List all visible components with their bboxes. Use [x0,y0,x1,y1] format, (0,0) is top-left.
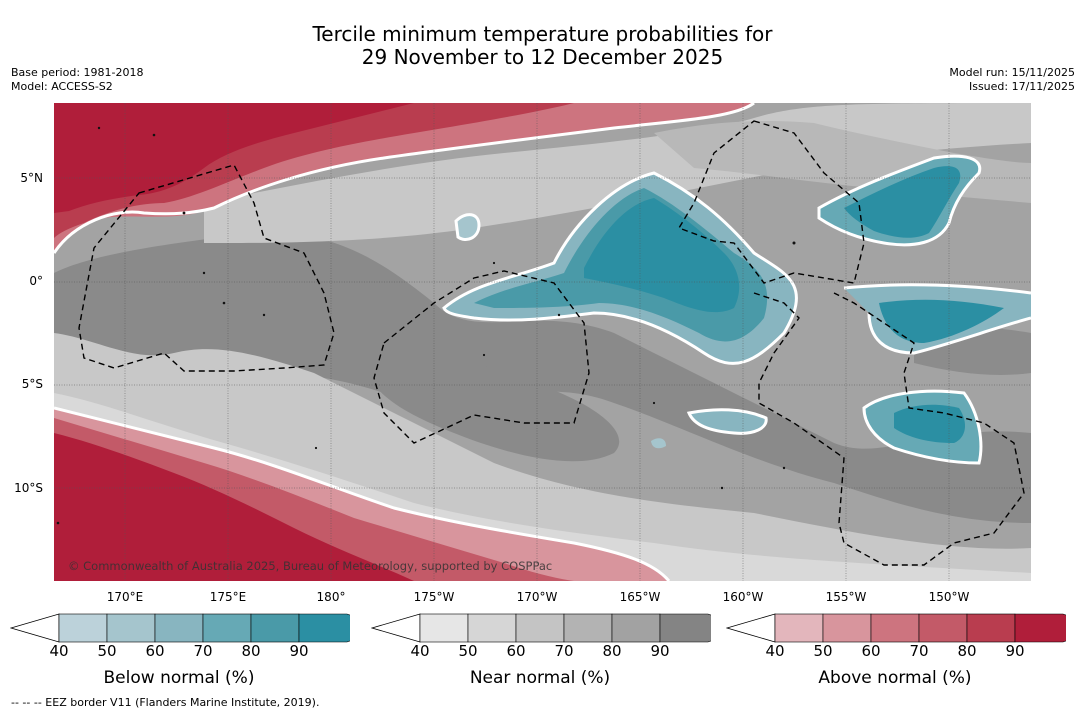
model-text: Model: ACCESS-S2 [11,80,113,93]
lat-label-10s: 10°S [14,481,43,495]
above-normal-region-north [54,103,414,213]
lat-label-5s: 5°S [21,377,43,391]
colorbar-segment [611,613,661,643]
chart-title-line-1: Tercile minimum temperature probabilitie… [312,22,773,46]
lon-label: 165°W [619,590,661,604]
cb-tick: 50 [813,642,833,660]
lon-label: 160°W [722,590,764,604]
cb-tick: 90 [1005,642,1025,660]
base-period-text: Base period: 1981-2018 [11,66,144,79]
colorbar-segment [419,613,469,643]
colorbar-label-near: Near normal (%) [469,668,611,688]
colorbar-segment [774,613,824,643]
cb-tick: 80 [602,642,622,660]
cb-tick: 80 [241,642,261,660]
colorbar-max-extend [1014,613,1066,643]
colorbar-min-extend [10,613,60,643]
eez-borders [78,120,1025,566]
colorbar-segment [154,613,204,643]
cb-tick: 50 [458,642,478,660]
cb-tick: 60 [506,642,526,660]
below-normal-region-northeast [844,166,961,238]
colorbar-max-extend [659,613,711,643]
colorbar-below-normal [10,613,350,643]
cb-tick: 40 [410,642,430,660]
lon-label: 170°E [106,590,144,604]
lon-label: 155°W [825,590,867,604]
cb-tick: 70 [909,642,929,660]
cb-tick: 60 [861,642,881,660]
colorbar-min-extend [371,613,421,643]
colorbar-segment [202,613,252,643]
colorbar-near-normal [371,613,711,643]
colorbar-max-extend [298,613,350,643]
lon-label: 170°W [516,590,558,604]
cb-tick: 90 [650,642,670,660]
copyright-credit: © Commonwealth of Australia 2025, Bureau… [68,559,553,573]
lon-label: 175°W [413,590,455,604]
colorbar-segment [250,613,300,643]
cb-tick: 40 [765,642,785,660]
probability-map [54,103,1031,581]
graticule [54,103,1031,581]
model-run-text: Model run: 15/11/2025 [949,66,1075,79]
colorbar-segment [467,613,517,643]
issued-text: Issued: 17/11/2025 [968,80,1075,93]
cb-tick: 70 [193,642,213,660]
cb-tick: 50 [97,642,117,660]
above-normal-region-south [54,433,414,581]
lat-label-0: 0° [29,274,43,288]
below-normal-region-small [651,438,666,449]
colorbar-segment [58,613,108,643]
cb-tick: 40 [49,642,69,660]
cb-tick: 60 [145,642,165,660]
colorbar-label-below: Below normal (%) [103,668,255,688]
cb-tick: 80 [957,642,977,660]
cb-tick: 90 [289,642,309,660]
lat-label-5n: 5°N [20,171,43,185]
lon-label: 150°W [928,590,970,604]
below-normal-region-small [456,214,479,240]
near-normal-dark-region [354,341,620,462]
colorbar-label-above: Above normal (%) [818,668,972,688]
below-normal-region-central [584,198,740,313]
chart-title-line-2: 29 November to 12 December 2025 [361,45,724,69]
colorbar-segment [515,613,565,643]
colorbar-segment [106,613,156,643]
colorbar-segment [870,613,920,643]
lon-label: 180° [316,590,346,604]
colorbar-segment [966,613,1016,643]
cb-tick: 70 [554,642,574,660]
eez-legend-footer: -- -- -- EEZ border V11 (Flanders Marine… [11,696,320,709]
colorbar-above-normal [726,613,1066,643]
colorbar-segment [822,613,872,643]
colorbar-min-extend [726,613,776,643]
colorbar-segment [563,613,613,643]
lon-label: 175°E [209,590,247,604]
below-normal-region-east [879,299,1004,343]
colorbar-segment [918,613,968,643]
near-normal-dark-region [54,232,1031,523]
tercile-boundaries [54,103,1031,581]
islands [56,126,796,525]
